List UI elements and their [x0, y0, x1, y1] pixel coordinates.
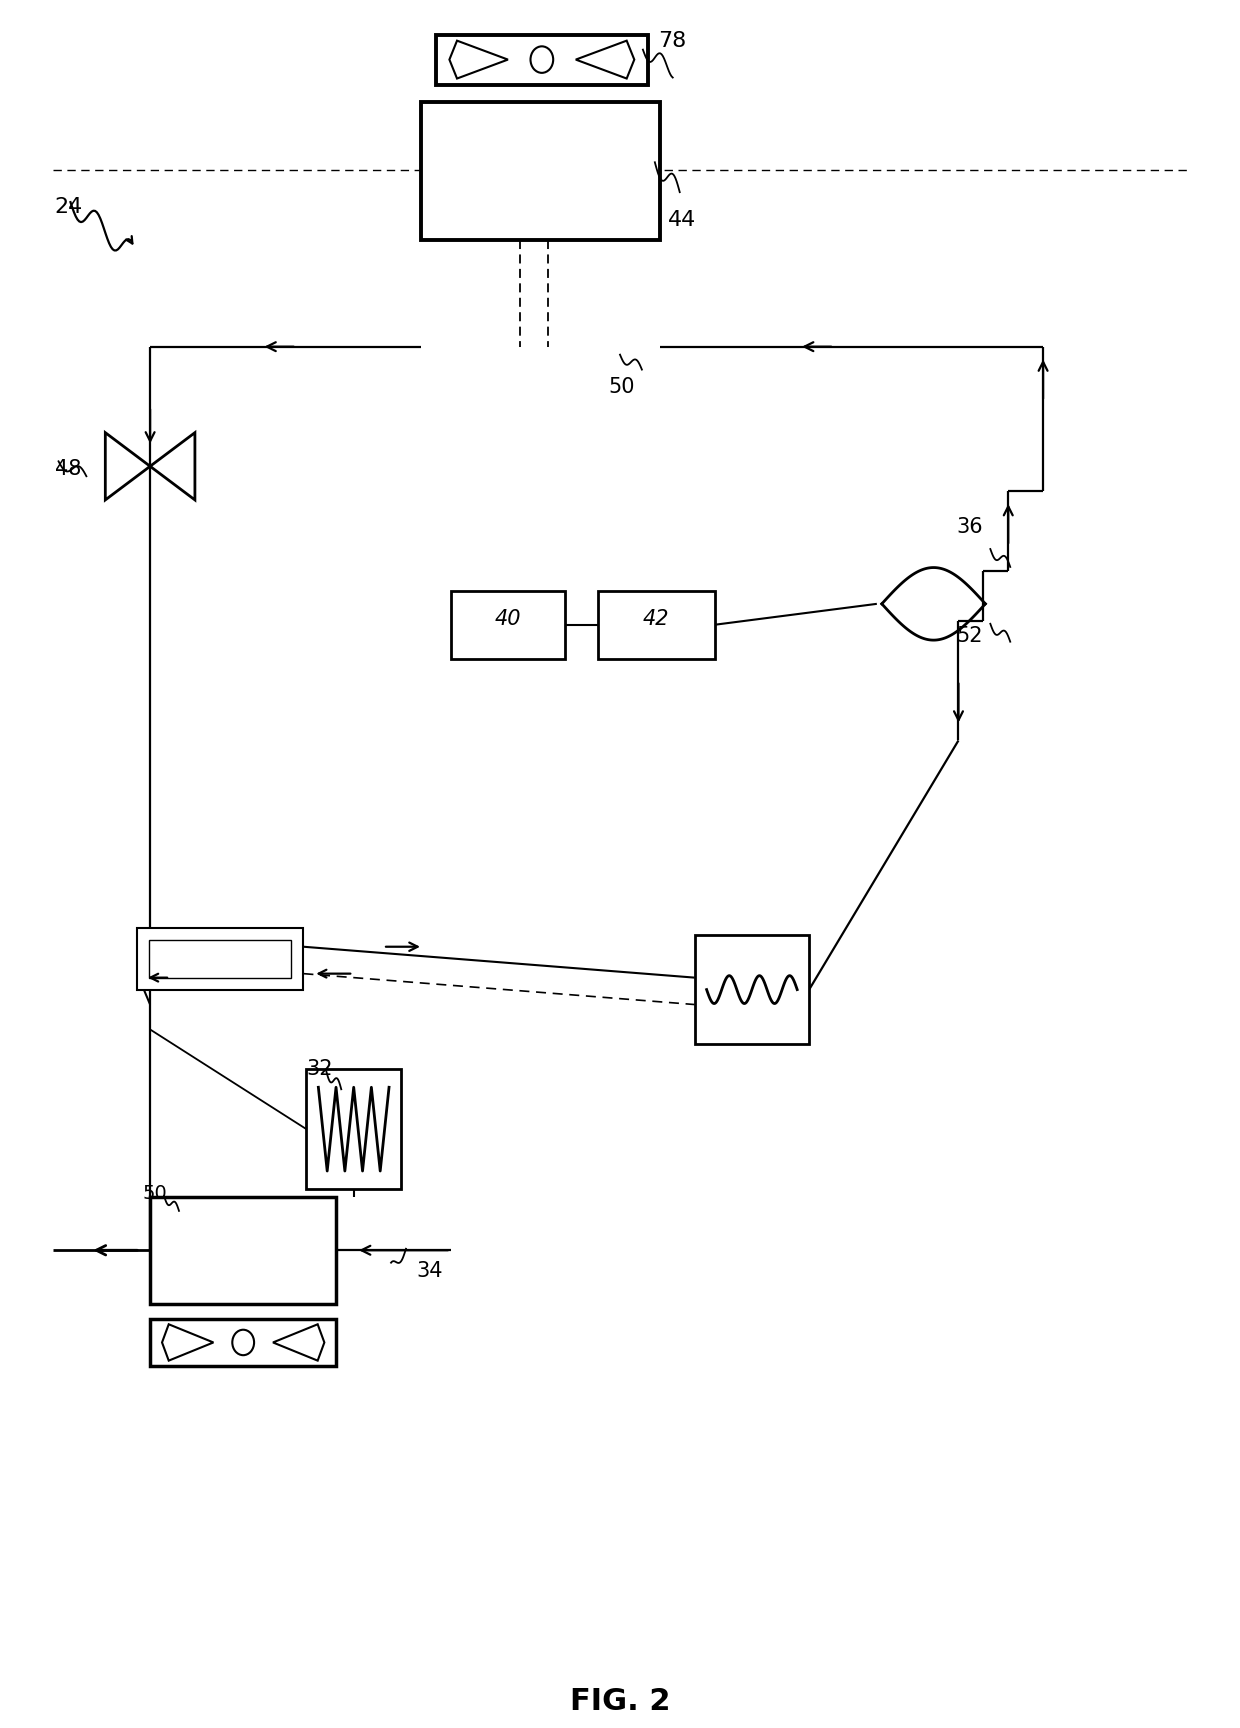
- Text: 32: 32: [306, 1059, 332, 1080]
- Text: 42: 42: [644, 608, 670, 629]
- Text: 34: 34: [415, 1261, 443, 1280]
- Bar: [306, 1070, 401, 1189]
- Bar: [150, 1198, 336, 1303]
- Text: 48: 48: [55, 460, 81, 479]
- Text: 40: 40: [495, 608, 521, 629]
- Bar: [598, 591, 714, 658]
- Bar: [138, 928, 304, 990]
- Bar: [420, 102, 660, 240]
- Text: 50: 50: [608, 377, 635, 396]
- Text: 52: 52: [956, 626, 983, 646]
- Bar: [451, 591, 565, 658]
- Text: 36: 36: [956, 517, 983, 537]
- Text: FIG. 2: FIG. 2: [569, 1687, 671, 1716]
- Text: 78: 78: [658, 31, 686, 50]
- Bar: [150, 1318, 336, 1367]
- Text: 50: 50: [143, 1184, 167, 1203]
- Bar: [149, 940, 291, 978]
- Text: 24: 24: [55, 197, 83, 218]
- Text: 44: 44: [668, 211, 696, 230]
- Bar: [435, 35, 647, 85]
- Bar: [694, 935, 810, 1044]
